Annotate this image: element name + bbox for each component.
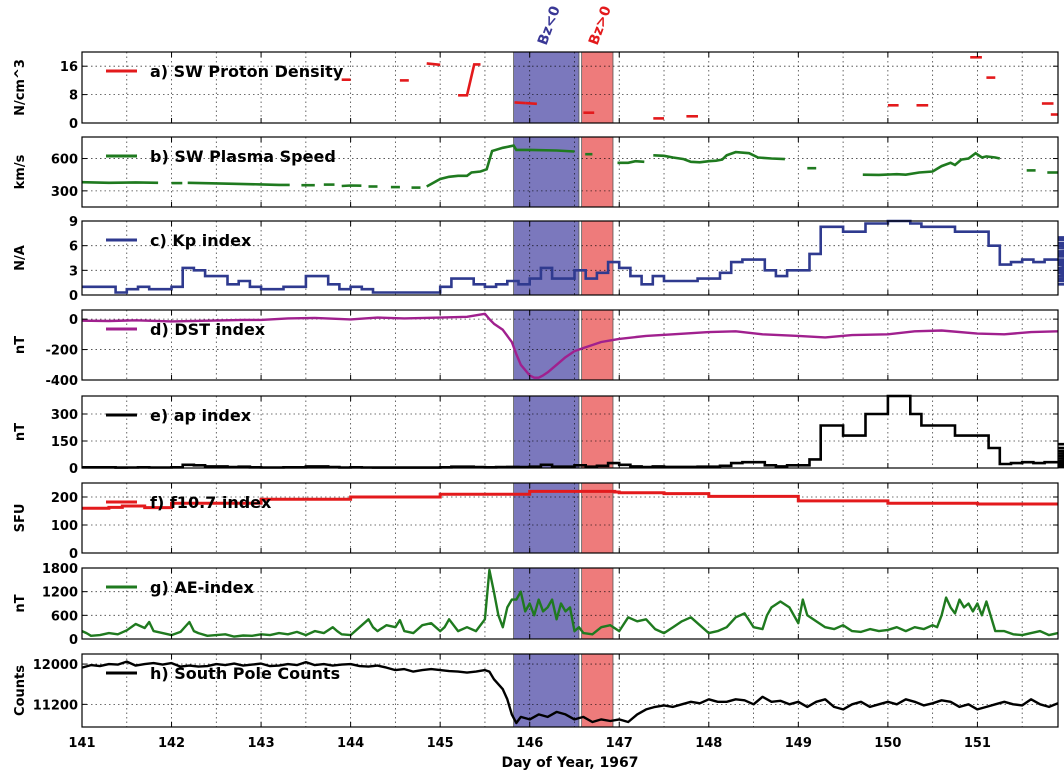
y-axis-label: N/A bbox=[13, 245, 28, 271]
band-0-panel-1 bbox=[513, 136, 580, 208]
band-label: Bz>0 bbox=[586, 4, 615, 48]
y-tick-label: -200 bbox=[45, 344, 78, 359]
x-tick-label: 143 bbox=[248, 736, 275, 751]
f107-line bbox=[82, 489, 1058, 510]
panel-frame-kp bbox=[81, 220, 1059, 296]
y-tick-label: 0 bbox=[69, 117, 78, 132]
legend-label: d) DST index bbox=[150, 320, 266, 339]
density-segment bbox=[525, 101, 537, 106]
panel-frame-ae bbox=[81, 567, 1059, 640]
y-axis-label: nT bbox=[13, 423, 28, 441]
band-1-panel-6 bbox=[581, 567, 614, 640]
band-1-panel-2 bbox=[581, 220, 614, 296]
panel-frame-spc bbox=[81, 653, 1059, 728]
panel-frame-f107 bbox=[81, 482, 1059, 554]
legend-label: g) AE-index bbox=[150, 578, 254, 597]
y-tick-label: 0 bbox=[69, 313, 78, 328]
y-tick-label: 0 bbox=[69, 547, 78, 562]
y-tick-label: 9 bbox=[69, 215, 78, 230]
density-segment bbox=[458, 63, 481, 97]
speed-segment bbox=[341, 184, 362, 188]
y-axis-label: N/cm^3 bbox=[13, 59, 28, 116]
band-1-panel-4 bbox=[581, 395, 614, 469]
speed-segment bbox=[81, 180, 159, 185]
y-tick-label: 3 bbox=[69, 264, 78, 279]
band-1-panel-3 bbox=[581, 309, 614, 381]
panel-frame-dst bbox=[81, 309, 1059, 381]
x-tick-label: 144 bbox=[337, 736, 364, 751]
y-tick-label: 12000 bbox=[33, 658, 78, 673]
y-tick-label: 100 bbox=[51, 519, 78, 534]
legend-label: c) Kp index bbox=[150, 231, 252, 250]
y-axis-label: km/s bbox=[13, 154, 28, 189]
y-tick-label: 200 bbox=[51, 491, 78, 506]
x-tick-label: 151 bbox=[964, 736, 991, 751]
y-tick-label: 0 bbox=[69, 289, 78, 304]
y-tick-label: 1200 bbox=[42, 586, 78, 601]
y-axis-label: nT bbox=[13, 336, 28, 354]
x-tick-label: 147 bbox=[606, 736, 633, 751]
speed-segment bbox=[617, 159, 645, 165]
y-tick-label: 0 bbox=[69, 462, 78, 477]
speed-segment bbox=[653, 150, 785, 164]
speed-segment bbox=[187, 181, 290, 187]
legend-label: h) South Pole Counts bbox=[150, 664, 340, 683]
band-1-panel-1 bbox=[581, 136, 614, 208]
band-0-panel-2 bbox=[513, 220, 580, 296]
band-0-panel-4 bbox=[513, 395, 580, 469]
y-tick-label: 300 bbox=[51, 408, 78, 423]
panel-frame-ap bbox=[81, 395, 1059, 469]
kp-line bbox=[82, 219, 1064, 294]
legend-label: f) f10.7 index bbox=[150, 493, 272, 512]
legend-label: e) ap index bbox=[150, 406, 252, 425]
y-tick-label: 11200 bbox=[33, 698, 78, 713]
ae-line bbox=[81, 568, 1059, 638]
x-tick-label: 142 bbox=[158, 736, 185, 751]
x-tick-label: 150 bbox=[874, 736, 901, 751]
spc-line bbox=[81, 660, 1059, 725]
panel-frame-speed bbox=[81, 136, 1059, 208]
dst-line bbox=[81, 312, 1059, 379]
legend-label: b) SW Plasma Speed bbox=[150, 147, 336, 166]
y-tick-label: 6 bbox=[69, 240, 78, 255]
x-tick-label: 141 bbox=[68, 736, 95, 751]
y-tick-label: 300 bbox=[51, 185, 78, 200]
speed-segment bbox=[862, 151, 1001, 177]
y-tick-label: 16 bbox=[60, 60, 78, 75]
x-tick-label: 148 bbox=[695, 736, 722, 751]
x-tick-label: 146 bbox=[516, 736, 543, 751]
x-tick-label: 149 bbox=[785, 736, 812, 751]
y-axis-label: Counts bbox=[13, 665, 28, 716]
x-tick-label: 145 bbox=[427, 736, 454, 751]
band-1-panel-0 bbox=[581, 51, 614, 124]
panel-frames bbox=[81, 51, 1059, 728]
bz-bands bbox=[513, 51, 614, 728]
y-tick-label: 8 bbox=[69, 89, 78, 104]
panel-frame-density bbox=[81, 51, 1059, 124]
band-1-panel-5 bbox=[581, 482, 614, 554]
speed-segment bbox=[426, 144, 575, 188]
y-tick-label: -400 bbox=[45, 374, 78, 389]
density-segment bbox=[514, 101, 526, 105]
y-tick-label: 600 bbox=[51, 609, 78, 624]
density-segment bbox=[426, 62, 441, 67]
band-0-panel-0 bbox=[513, 51, 580, 124]
y-tick-label: 1800 bbox=[42, 562, 78, 577]
y-tick-label: 150 bbox=[51, 435, 78, 450]
band-label: Bz<0 bbox=[535, 4, 564, 48]
y-tick-label: 600 bbox=[51, 153, 78, 168]
y-axis-label: SFU bbox=[13, 504, 28, 533]
x-axis-label: Day of Year, 1967 bbox=[501, 755, 638, 771]
legend-label: a) SW Proton Density bbox=[150, 62, 344, 81]
band-1-panel-7 bbox=[581, 653, 614, 728]
y-tick-label: 0 bbox=[69, 633, 78, 648]
y-axis-label: nT bbox=[13, 594, 28, 612]
